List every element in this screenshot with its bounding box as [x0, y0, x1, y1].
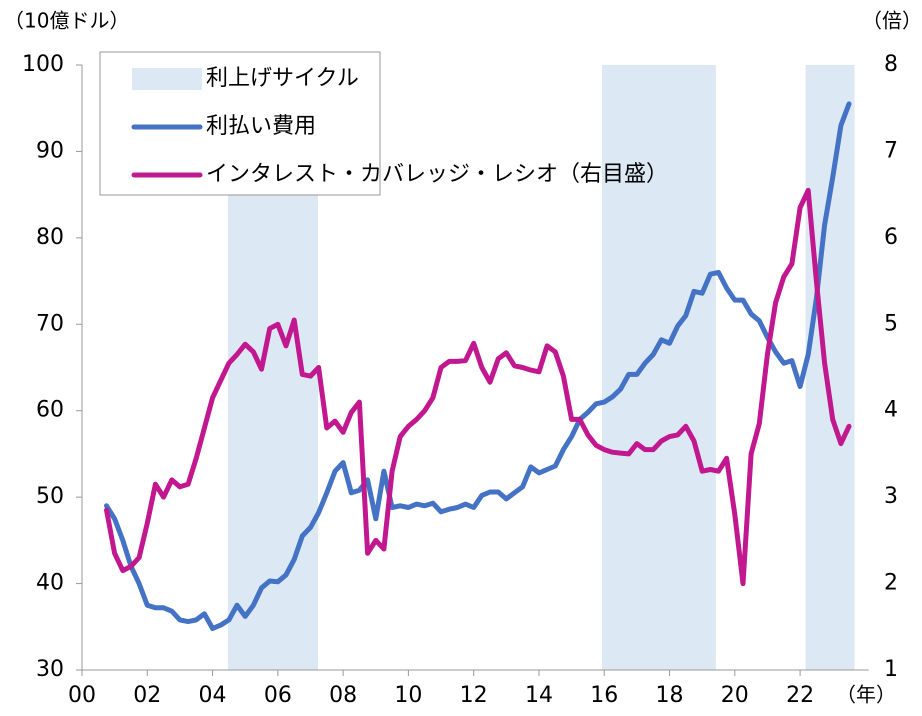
y-tick-label: 60 — [36, 398, 64, 423]
y2-tick-label: 4 — [884, 398, 898, 423]
y2-axis-label: （倍） — [862, 9, 922, 33]
y2-tick-label: 2 — [884, 571, 898, 596]
x-tick-label: 10 — [394, 683, 422, 708]
x-tick-label: 06 — [264, 683, 292, 708]
y-axis-label: （10億ドル） — [4, 9, 129, 33]
y2-tick-label: 7 — [884, 138, 898, 163]
x-tick-label: 18 — [656, 683, 684, 708]
shaded-period — [805, 65, 855, 670]
y-tick-label: 40 — [36, 571, 64, 596]
x-tick-label: 22 — [786, 683, 814, 708]
legend-label: インタレスト・カバレッジ・レシオ（右目盛） — [206, 162, 668, 187]
y-tick-label: 100 — [22, 52, 64, 77]
y2-tick-label: 5 — [884, 311, 898, 336]
y-tick-label: 80 — [36, 225, 64, 250]
x-tick-label: 04 — [199, 683, 227, 708]
legend-label: 利払い費用 — [206, 114, 316, 139]
y-tick-label: 90 — [36, 138, 64, 163]
y2-tick-label: 6 — [884, 225, 898, 250]
series-line — [104, 101, 852, 631]
legend-label: 利上げサイクル — [206, 66, 359, 91]
y-tick-label: 30 — [36, 657, 64, 682]
x-tick-label: 12 — [460, 683, 488, 708]
legend-swatch — [132, 68, 202, 90]
series-line — [104, 187, 852, 587]
x-tick-label: 00 — [68, 683, 96, 708]
y2-tick-label: 1 — [884, 657, 898, 682]
x-axis-label: （年） — [836, 683, 896, 707]
y2-tick-label: 8 — [884, 52, 898, 77]
x-tick-label: 16 — [590, 683, 618, 708]
x-tick-label: 14 — [525, 683, 553, 708]
y-tick-label: 50 — [36, 484, 64, 509]
x-tick-label: 02 — [133, 683, 161, 708]
y-tick-label: 70 — [36, 311, 64, 336]
shaded-period — [601, 65, 716, 670]
x-tick-label: 20 — [721, 683, 749, 708]
y2-tick-label: 3 — [884, 484, 898, 509]
x-tick-label: 08 — [329, 683, 357, 708]
